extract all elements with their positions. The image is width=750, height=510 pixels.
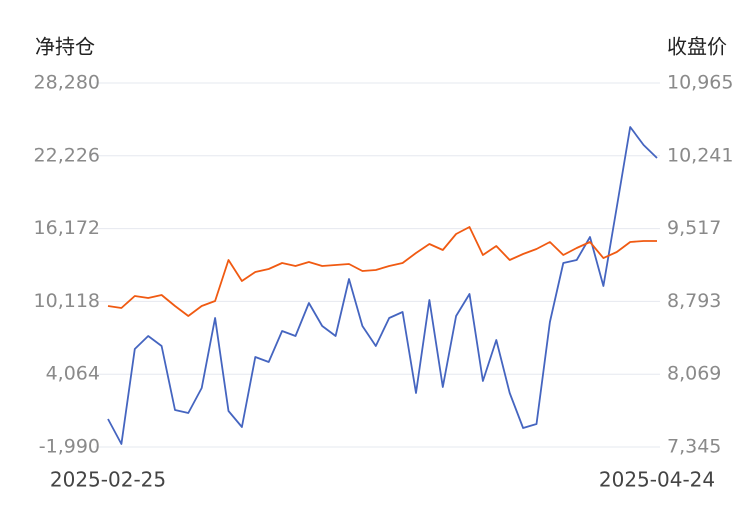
series-line — [107, 126, 658, 445]
y2-tick-label: 8,793 — [667, 290, 721, 312]
y-tick-label: 4,064 — [46, 363, 100, 385]
y-tick-label: 22,226 — [34, 144, 100, 166]
y2-tick-label: 7,345 — [667, 436, 721, 458]
series-line — [107, 226, 657, 317]
y-tick-label: 10,118 — [34, 290, 100, 312]
x-tick-label: 2025-04-24 — [599, 468, 715, 492]
y2-axis-title: 收盘价 — [667, 35, 727, 59]
y-tick-label: 28,280 — [34, 72, 100, 94]
y2-tick-label: 8,069 — [667, 363, 721, 385]
y2-tick-label: 9,517 — [667, 217, 721, 239]
y-tick-label: -1,990 — [39, 436, 100, 458]
x-tick-label: 2025-02-25 — [50, 468, 166, 492]
y2-tick-label: 10,965 — [667, 72, 733, 94]
y2-tick-label: 10,241 — [667, 144, 733, 166]
y-tick-label: 16,172 — [34, 217, 100, 239]
y-axis-title: 净持仓 — [35, 35, 95, 59]
